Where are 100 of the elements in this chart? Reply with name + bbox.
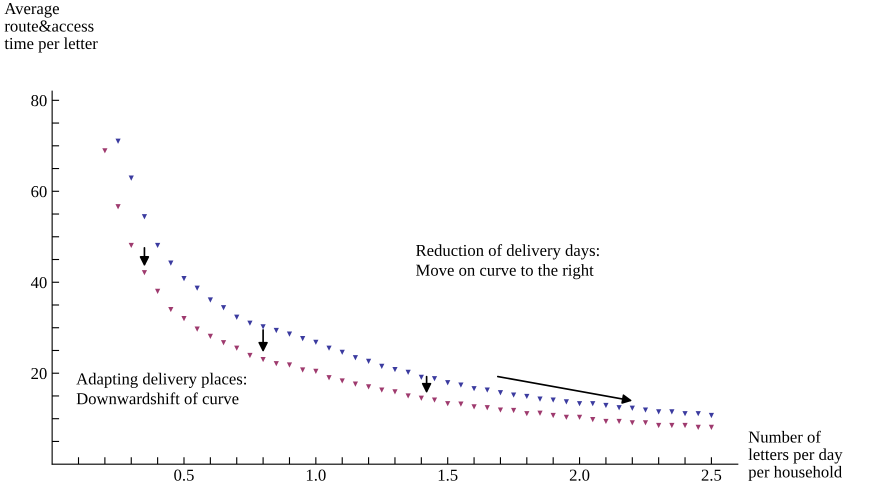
point	[630, 420, 635, 426]
point	[260, 356, 266, 362]
point	[406, 393, 411, 399]
point	[669, 409, 674, 414]
point	[208, 334, 213, 339]
point	[102, 148, 108, 154]
point	[630, 406, 635, 411]
point	[274, 361, 279, 366]
point	[642, 407, 648, 413]
point	[576, 401, 582, 406]
point	[313, 340, 318, 345]
x-tick-label: 1.5	[438, 470, 458, 481]
point	[603, 402, 609, 408]
point	[445, 401, 450, 406]
point	[286, 332, 292, 337]
point	[247, 320, 253, 326]
point	[313, 368, 318, 374]
point	[511, 408, 516, 414]
point	[366, 358, 372, 364]
point	[406, 370, 411, 375]
point	[524, 411, 530, 416]
point	[458, 402, 464, 407]
point	[340, 378, 345, 384]
point	[220, 305, 226, 310]
y-tick-label: 80	[31, 95, 47, 106]
point	[168, 306, 174, 312]
point	[708, 424, 714, 430]
point	[445, 380, 450, 386]
point	[458, 382, 464, 388]
point	[247, 352, 253, 358]
point	[471, 404, 477, 410]
point	[352, 355, 358, 360]
y-tick-label: 60	[31, 186, 47, 198]
x-tick-label: 2.0	[570, 470, 590, 481]
point	[511, 392, 516, 398]
point	[524, 394, 530, 400]
point	[115, 204, 121, 210]
point	[379, 364, 384, 369]
point	[498, 390, 504, 396]
point	[128, 175, 134, 181]
point	[366, 384, 372, 390]
point	[550, 397, 556, 403]
point	[471, 386, 477, 392]
point	[300, 367, 306, 373]
point	[128, 242, 134, 248]
point	[392, 389, 398, 394]
point	[234, 346, 240, 351]
point	[656, 409, 662, 414]
point	[142, 270, 148, 276]
point	[274, 328, 279, 334]
point	[576, 414, 582, 420]
point	[537, 410, 543, 416]
point	[142, 214, 148, 220]
point	[696, 411, 701, 416]
x-tick-label: 1.0	[306, 470, 326, 481]
point	[115, 138, 121, 144]
point	[564, 414, 569, 420]
point	[418, 396, 424, 401]
point	[326, 346, 332, 351]
point	[352, 382, 358, 387]
point	[392, 366, 398, 372]
point	[708, 412, 714, 418]
x-tick-label: 0.5	[174, 470, 194, 481]
point	[260, 324, 266, 330]
point	[590, 401, 596, 406]
point	[484, 405, 490, 410]
point	[326, 375, 332, 380]
x-tick-label: 2.5	[702, 470, 722, 481]
point	[484, 387, 490, 393]
point	[696, 424, 701, 430]
point	[642, 420, 648, 426]
point	[682, 422, 688, 428]
y-tick-label: 40	[30, 276, 47, 288]
annotation: Adapting delivery places: Downwardshift of curve	[76, 372, 246, 404]
point	[234, 314, 240, 320]
point	[181, 276, 187, 282]
point	[616, 418, 622, 424]
point	[432, 376, 438, 382]
point	[498, 407, 504, 413]
point	[340, 350, 345, 355]
point	[379, 387, 384, 393]
y-axis-title: Average route&access time per letter	[4, 3, 98, 52]
point	[194, 326, 200, 332]
annotation: Reduction of delivery days: Move on curve to the right	[416, 244, 599, 280]
point	[682, 411, 688, 416]
y-tick-label: 20	[31, 368, 47, 380]
point	[603, 418, 609, 424]
x-axis-title: Number of letters per day per household	[748, 430, 843, 481]
point	[432, 397, 438, 403]
point	[590, 417, 596, 422]
point	[155, 242, 160, 248]
point	[550, 412, 556, 418]
point	[656, 422, 662, 428]
point	[537, 396, 543, 402]
point	[194, 286, 200, 291]
point	[286, 362, 292, 368]
point	[220, 340, 226, 346]
point	[418, 374, 424, 380]
point	[300, 336, 306, 342]
point	[669, 422, 674, 428]
